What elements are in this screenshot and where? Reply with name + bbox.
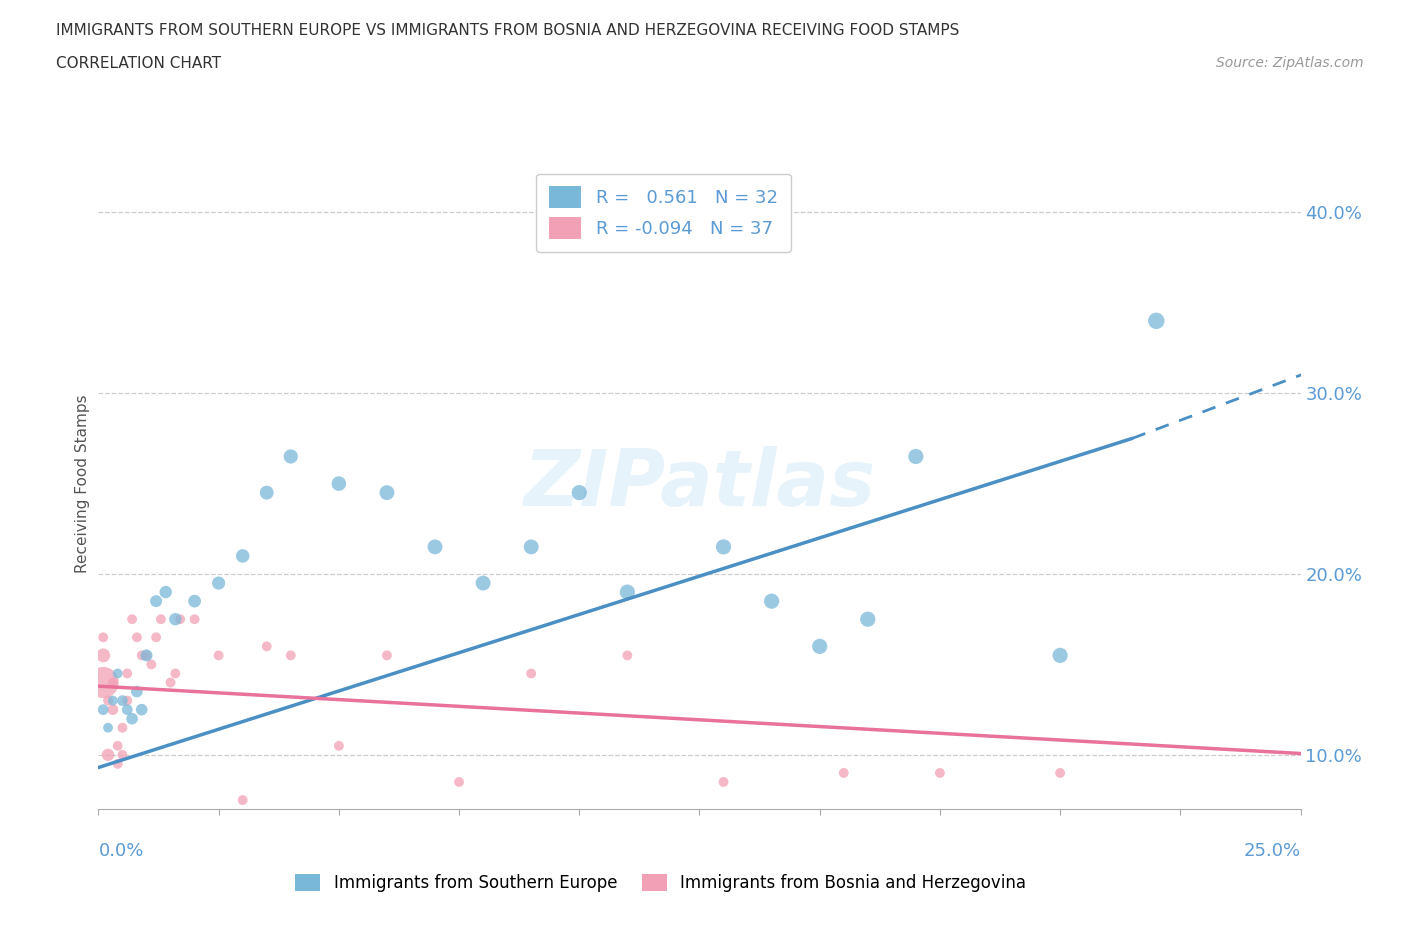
Point — [155, 585, 177, 600]
Text: CORRELATION CHART: CORRELATION CHART — [56, 56, 221, 71]
Point — [169, 612, 191, 627]
Point — [256, 639, 278, 654]
Point — [91, 630, 114, 644]
Point — [121, 711, 143, 726]
Point — [1049, 648, 1071, 663]
Point — [131, 702, 153, 717]
Point — [183, 612, 205, 627]
Point — [423, 539, 446, 554]
Point — [111, 748, 134, 763]
Point — [135, 648, 157, 663]
Point — [159, 675, 181, 690]
Point — [165, 666, 187, 681]
Point — [91, 648, 114, 663]
Y-axis label: Receiving Food Stamps: Receiving Food Stamps — [75, 394, 90, 573]
Text: 25.0%: 25.0% — [1243, 842, 1301, 860]
Point — [165, 612, 187, 627]
Point — [616, 648, 638, 663]
Point — [520, 539, 543, 554]
Point — [117, 702, 139, 717]
Point — [107, 666, 129, 681]
Point — [135, 648, 157, 663]
Point — [616, 585, 638, 600]
Point — [232, 792, 254, 807]
Legend: R =   0.561   N = 32, R = -0.094   N = 37: R = 0.561 N = 32, R = -0.094 N = 37 — [536, 174, 790, 252]
Point — [131, 648, 153, 663]
Point — [97, 693, 120, 708]
Point — [232, 549, 254, 564]
Point — [832, 765, 855, 780]
Point — [856, 612, 879, 627]
Point — [713, 539, 735, 554]
Point — [520, 666, 543, 681]
Point — [101, 675, 124, 690]
Point — [91, 675, 114, 690]
Point — [375, 485, 398, 500]
Point — [904, 449, 927, 464]
Point — [125, 684, 148, 699]
Point — [141, 657, 163, 671]
Point — [256, 485, 278, 500]
Point — [111, 693, 134, 708]
Point — [328, 476, 350, 491]
Point — [149, 612, 172, 627]
Point — [713, 775, 735, 790]
Point — [101, 702, 124, 717]
Point — [208, 576, 231, 591]
Point — [761, 593, 783, 608]
Point — [208, 648, 231, 663]
Point — [125, 630, 148, 644]
Point — [107, 756, 129, 771]
Text: 0.0%: 0.0% — [98, 842, 143, 860]
Point — [928, 765, 950, 780]
Text: Source: ZipAtlas.com: Source: ZipAtlas.com — [1216, 56, 1364, 70]
Point — [280, 648, 302, 663]
Point — [328, 738, 350, 753]
Point — [447, 775, 470, 790]
Point — [1144, 313, 1167, 328]
Legend: Immigrants from Southern Europe, Immigrants from Bosnia and Herzegovina: Immigrants from Southern Europe, Immigra… — [288, 867, 1033, 898]
Point — [375, 648, 398, 663]
Point — [121, 612, 143, 627]
Point — [472, 576, 495, 591]
Point — [117, 693, 139, 708]
Point — [145, 630, 167, 644]
Point — [91, 702, 114, 717]
Point — [808, 639, 831, 654]
Point — [117, 666, 139, 681]
Point — [183, 593, 205, 608]
Point — [111, 720, 134, 735]
Text: ZIPatlas: ZIPatlas — [523, 445, 876, 522]
Point — [101, 693, 124, 708]
Point — [568, 485, 591, 500]
Point — [97, 748, 120, 763]
Point — [107, 738, 129, 753]
Point — [280, 449, 302, 464]
Point — [97, 720, 120, 735]
Text: IMMIGRANTS FROM SOUTHERN EUROPE VS IMMIGRANTS FROM BOSNIA AND HERZEGOVINA RECEIV: IMMIGRANTS FROM SOUTHERN EUROPE VS IMMIG… — [56, 23, 960, 38]
Point — [1049, 765, 1071, 780]
Point — [145, 593, 167, 608]
